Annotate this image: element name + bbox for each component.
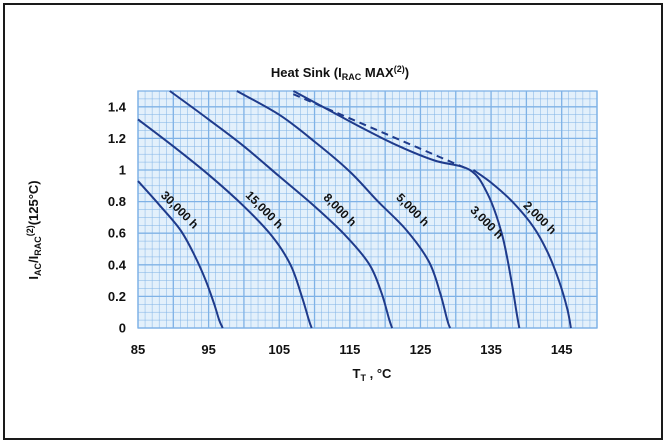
series-line-30-000-h bbox=[137, 180, 224, 329]
x-tick-label: 85 bbox=[131, 342, 145, 357]
dashed-limit-line bbox=[292, 93, 471, 171]
x-axis-title: TT , °C bbox=[353, 366, 392, 383]
y-tick-label: 0.8 bbox=[108, 194, 126, 209]
y-tick-label: 1.4 bbox=[108, 99, 127, 114]
y-axis-title: IAC/IRAC(2)(125°C) bbox=[25, 180, 43, 279]
y-tick-label: 1.2 bbox=[108, 131, 126, 146]
x-tick-label: 145 bbox=[551, 342, 573, 357]
series-line-5-000-h bbox=[236, 90, 452, 329]
x-tick-label: 125 bbox=[410, 342, 432, 357]
series-group bbox=[137, 90, 572, 329]
y-tick-label: 0 bbox=[119, 321, 126, 336]
x-tick-label: 135 bbox=[480, 342, 502, 357]
x-tick-label: 105 bbox=[268, 342, 290, 357]
chart-title: Heat Sink (IRAC MAX(2)) bbox=[271, 64, 409, 82]
x-tick-label: 115 bbox=[339, 342, 360, 357]
tick-labels: 85 95 105 115 125 135 145 0 0.2 0.4 0.6 0.8 1 1.2 1.4 bbox=[108, 99, 573, 357]
series-line-3-000-h bbox=[292, 90, 521, 329]
y-tick-label: 0.6 bbox=[108, 226, 126, 241]
series-line-15-000-h bbox=[137, 118, 313, 329]
x-tick-label: 95 bbox=[201, 342, 215, 357]
series-line-8-000-h bbox=[169, 90, 394, 329]
y-tick-label: 0.2 bbox=[108, 289, 126, 304]
grid bbox=[137, 90, 598, 329]
y-tick-label: 1 bbox=[119, 163, 126, 178]
plot-border bbox=[137, 90, 598, 329]
y-tick-label: 0.4 bbox=[108, 257, 127, 272]
series-line-2-000-h bbox=[472, 169, 572, 329]
